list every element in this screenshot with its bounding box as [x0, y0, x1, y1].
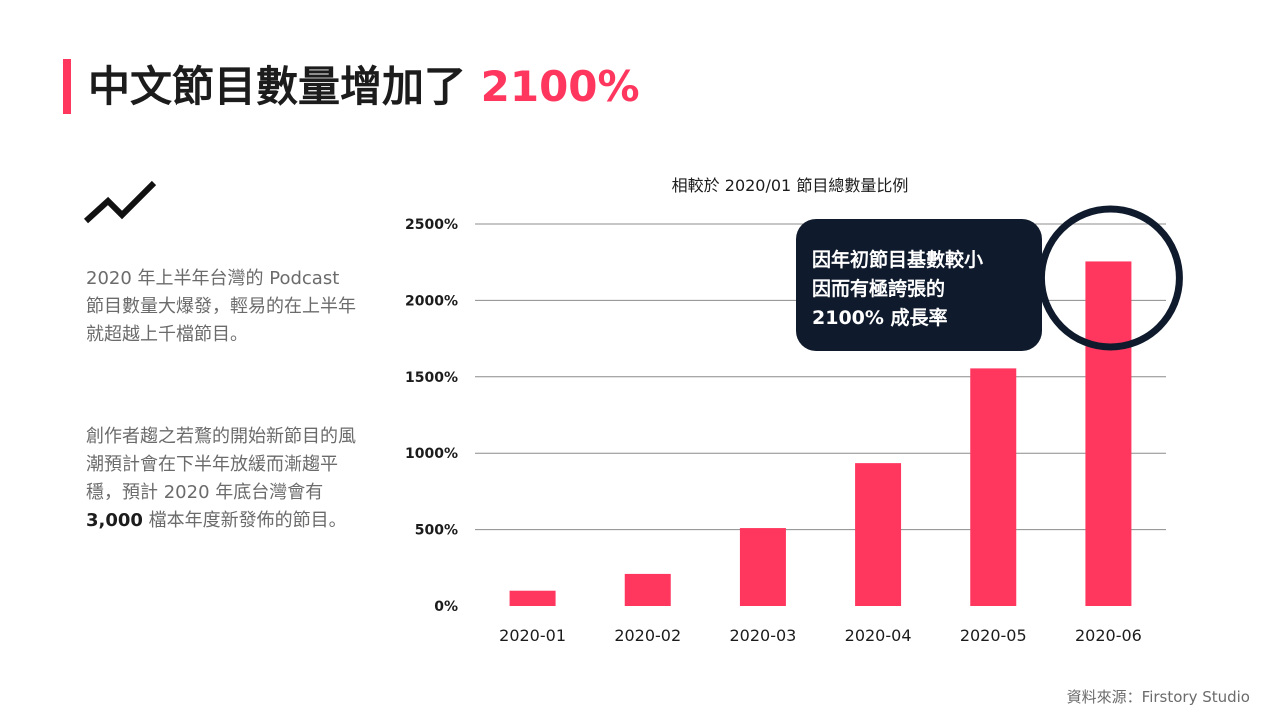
bar — [624, 573, 671, 606]
x-tick-label: 2020-03 — [729, 626, 796, 645]
title-accent-bar — [63, 59, 71, 114]
title-prefix: 中文節目數量增加了 — [88, 62, 467, 111]
forecast-count: 3,000 — [86, 510, 143, 531]
bar — [739, 528, 786, 606]
callout-text: 2100% 成長率 — [812, 306, 948, 329]
forecast-text-after: 檔本年度新發佈的節目。 — [142, 510, 347, 531]
chart-title: 相較於 2020/01 節目總數量比例 — [672, 176, 909, 195]
x-tick-label: 2020-02 — [614, 626, 681, 645]
x-tick-label: 2020-01 — [499, 626, 566, 645]
callout-bubble — [796, 219, 1042, 351]
bar — [1085, 261, 1132, 606]
callout-text: 因而有極誇張的 — [812, 277, 945, 300]
title-highlight: 2100% — [480, 62, 640, 111]
bar — [509, 590, 556, 606]
y-tick-label: 500% — [415, 523, 458, 539]
source-note: 資料來源：Firstory Studio — [1066, 688, 1250, 706]
y-tick-label: 2500% — [405, 217, 458, 233]
intro-paragraph: 2020 年上半年台灣的 Podcast 節目數量大爆發，輕易的在上半年就超越上… — [86, 268, 356, 345]
y-tick-label: 1500% — [405, 370, 458, 386]
forecast-text-before: 創作者趨之若鶩的開始新節目的風潮預計會在下半年放緩而漸趨平穩，預計 2020 年… — [86, 426, 356, 503]
bar — [970, 368, 1017, 606]
y-tick-label: 2000% — [405, 293, 458, 309]
bar — [855, 463, 902, 606]
y-tick-label: 0% — [434, 599, 458, 615]
x-tick-label: 2020-05 — [960, 626, 1027, 645]
page-title: 中文節目數量增加了 2100% — [88, 58, 640, 116]
x-tick-label: 2020-06 — [1075, 626, 1142, 645]
x-tick-label: 2020-04 — [845, 626, 912, 645]
forecast-paragraph: 創作者趨之若鶩的開始新節目的風潮預計會在下半年放緩而漸趨平穩，預計 2020 年… — [86, 423, 361, 535]
trend-line-icon — [83, 180, 157, 224]
y-tick-label: 1000% — [405, 446, 458, 462]
callout-text: 因年初節目基數較小 — [812, 248, 983, 271]
